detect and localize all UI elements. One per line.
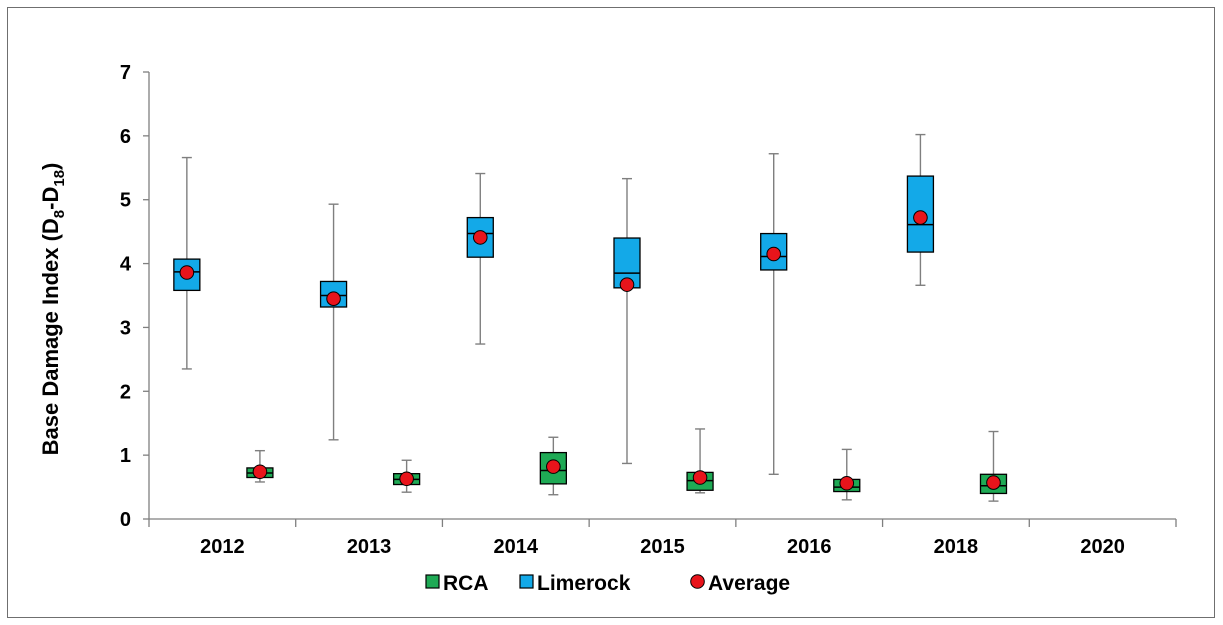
- y-tick-label: 4: [120, 254, 132, 276]
- y-tick-label: 5: [120, 190, 131, 212]
- y-tick-labels: 0 1 2 3 4 5 6 7: [120, 62, 132, 531]
- y-tick-label: 3: [120, 317, 131, 339]
- x-tick-label: 2020: [1080, 536, 1125, 558]
- chart-frame: [7, 7, 1215, 618]
- boxes-layer: [173, 133, 1008, 502]
- y-axis-title-end: ): [38, 163, 63, 170]
- average-marker: [913, 210, 928, 225]
- limerock-box-2015: [613, 177, 641, 465]
- average-marker: [619, 277, 635, 292]
- rca-box-2018: [979, 430, 1008, 502]
- limerock-box-2012: [173, 156, 201, 370]
- y-tick-label: 0: [120, 509, 131, 531]
- x-tick-labels: 2012 2013 2014 2015 2016 2018 2020: [200, 536, 1125, 558]
- y-tick-label: 7: [120, 62, 131, 84]
- y-axis-title-sub1: 8: [51, 210, 68, 218]
- limerock-box-2014: [466, 172, 494, 345]
- limerock-box-2018: [906, 133, 935, 286]
- average-marker: [399, 471, 414, 487]
- box-iqr: [173, 258, 201, 292]
- average-marker: [546, 459, 561, 474]
- x-tick-label: 2015: [640, 536, 685, 558]
- average-marker: [179, 265, 195, 280]
- average-marker: [986, 475, 1001, 490]
- rca-box-2016: [833, 448, 861, 501]
- average-marker: [692, 470, 708, 485]
- average-marker: [839, 475, 855, 491]
- y-axis-title-main: Base Damage Index (D: [38, 218, 63, 455]
- legend-item-average: Average: [690, 572, 790, 595]
- x-tick-label: 2014: [494, 536, 539, 558]
- y-tick-label: 1: [120, 445, 131, 467]
- y-axis-title-sub2: 18: [51, 170, 68, 187]
- legend: RCA Limerock Average: [425, 572, 790, 595]
- legend-swatch: [519, 574, 534, 589]
- average-marker: [472, 230, 488, 245]
- legend-item-limerock: Limerock: [519, 572, 631, 595]
- x-tick-label: 2012: [200, 536, 245, 558]
- y-tick-label: 2: [120, 381, 131, 403]
- legend-label: Average: [708, 572, 790, 595]
- x-tick-label: 2013: [347, 536, 392, 558]
- average-marker: [252, 464, 268, 480]
- legend-swatch: [425, 574, 440, 589]
- y-axis-title-mid: -D: [38, 187, 63, 210]
- legend-item-rca: RCA: [425, 572, 489, 595]
- y-tick-label: 6: [120, 126, 131, 148]
- average-marker: [326, 291, 341, 306]
- box-iqr: [539, 451, 567, 485]
- svg-text:Base Damage Index (D8-D18): Base Damage Index (D8-D18): [38, 163, 68, 456]
- legend-label: RCA: [443, 572, 489, 595]
- x-tick-label: 2016: [787, 536, 832, 558]
- average-markers: [179, 210, 1001, 491]
- legend-swatch: [690, 574, 705, 589]
- axes: [143, 71, 1177, 527]
- limerock-box-2016: [760, 153, 788, 475]
- limerock-box-2013: [319, 203, 348, 441]
- average-marker: [766, 246, 782, 262]
- legend-label: Limerock: [537, 572, 631, 595]
- y-axis-title: Base Damage Index (D8-D18): [38, 163, 68, 456]
- x-tick-label: 2018: [934, 536, 979, 558]
